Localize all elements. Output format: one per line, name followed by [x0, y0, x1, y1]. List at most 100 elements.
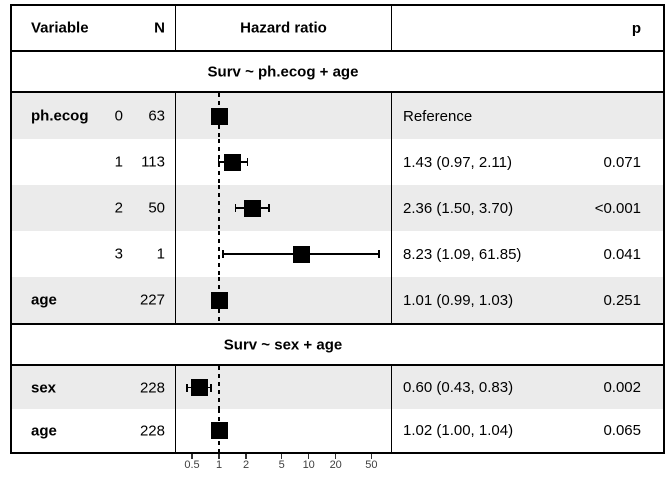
model-formula: Surv ~ ph.ecog + age [207, 63, 359, 80]
estimate-text: 0.60 (0.43, 0.83) [403, 379, 514, 396]
reference-line [218, 231, 220, 277]
axis-tick-mark [245, 454, 247, 459]
n-value: 63 [148, 107, 165, 125]
estimate-text: 1.02 (1.00, 1.04) [403, 422, 514, 439]
hr-marker [292, 245, 310, 263]
p-value: 0.065 [603, 422, 641, 439]
hr-marker [243, 199, 261, 217]
model-formula-row: Surv ~ sex + age [12, 323, 663, 366]
table-row: ph.ecog 0 63 Reference [12, 93, 663, 139]
axis-tick-label: 0.5 [184, 459, 200, 471]
ci-cap-low [222, 250, 224, 258]
table-row: sex 228 0.60 (0.43, 0.83) 0.002 [12, 366, 663, 409]
cell-variable-n: ph.ecog 0 63 [12, 93, 176, 139]
axis-tick-label: 10 [302, 459, 315, 471]
axis-tick-mark [191, 454, 193, 459]
cell-forest-plot [176, 366, 392, 409]
axis-tick-mark [334, 454, 337, 459]
estimate-text: 8.23 (1.09, 61.85) [403, 245, 522, 263]
axis-tick-label: 50 [365, 459, 378, 471]
table-body: Surv ~ ph.ecog + age ph.ecog 0 63 Refere… [12, 50, 663, 452]
ci-cap-low [217, 158, 220, 166]
ci-cap-high [246, 158, 249, 166]
table-row: age 227 1.01 (0.99, 1.03) 0.251 [12, 277, 663, 323]
cell-variable-n: 3 1 [12, 231, 176, 277]
cell-forest-plot [176, 93, 392, 139]
axis-tick-label: 5 [278, 459, 285, 471]
p-value: 0.251 [603, 291, 641, 309]
variable-name: age [31, 291, 57, 309]
estimate-text: Reference [403, 107, 473, 125]
estimate-text: 1.43 (0.97, 2.11) [403, 153, 512, 171]
cell-forest-plot [176, 231, 392, 277]
axis-tick-label: 2 [242, 459, 250, 471]
ci-cap-high [378, 250, 380, 258]
ci-cap-high [268, 204, 270, 212]
axis-tick-mark [307, 454, 310, 459]
cell-forest-plot [176, 185, 392, 231]
p-value: 0.041 [603, 245, 641, 263]
n-value: 227 [139, 291, 165, 309]
estimate-text: 1.01 (0.99, 1.03) [403, 291, 514, 309]
model-formula: Surv ~ sex + age [223, 336, 343, 353]
reference-line [218, 366, 220, 409]
cell-estimate-p: 1.01 (0.99, 1.03) 0.251 [392, 277, 663, 323]
axis-tick-mark [370, 454, 373, 459]
variable-name: age [31, 422, 57, 439]
n-value: 1 [156, 245, 165, 263]
cell-variable-n: 1 113 [12, 139, 176, 185]
table-header-row: Variable N Hazard ratio p [12, 6, 663, 50]
ci-cap-low [234, 204, 237, 212]
variable-level: 3 [114, 245, 123, 263]
p-value: 0.002 [603, 379, 641, 396]
cell-estimate-p: 1.02 (1.00, 1.04) 0.065 [392, 409, 663, 452]
variable-level: 0 [114, 107, 123, 125]
axis-tick-mark [218, 454, 220, 459]
column-header-p: p [631, 19, 641, 37]
estimate-text: 2.36 (1.50, 3.70) [403, 199, 514, 217]
variable-level: 2 [114, 199, 123, 217]
cell-estimate-p: Reference [392, 93, 663, 139]
n-value: 228 [139, 379, 165, 396]
cell-variable-n: age 227 [12, 277, 176, 323]
cell-estimate-p: 8.23 (1.09, 61.85) 0.041 [392, 231, 663, 277]
ci-cap-low [186, 383, 188, 392]
table-row: 1 113 1.43 (0.97, 2.11) 0.071 [12, 139, 663, 185]
table-row: age 228 1.02 (1.00, 1.04) 0.065 [12, 409, 663, 452]
cell-variable-n: age 228 [12, 409, 176, 452]
cell-variable-n: sex 228 [12, 366, 176, 409]
n-value: 113 [141, 153, 165, 171]
hr-marker [210, 291, 228, 309]
model-formula-row: Surv ~ ph.ecog + age [12, 50, 663, 93]
variable-level: 1 [114, 153, 123, 171]
header-cell-hazard-ratio: Hazard ratio [176, 6, 392, 50]
column-header-hazard-ratio: Hazard ratio [240, 19, 327, 37]
cell-estimate-p: 0.60 (0.43, 0.83) 0.002 [392, 366, 663, 409]
p-value: 0.071 [603, 153, 641, 171]
cell-estimate-p: 2.36 (1.50, 3.70) <0.001 [392, 185, 663, 231]
hr-marker [190, 379, 208, 396]
forest-table: Variable N Hazard ratio p Surv ~ ph.ecog… [10, 4, 665, 454]
cell-estimate-p: 1.43 (0.97, 2.11) 0.071 [392, 139, 663, 185]
n-value: 228 [139, 422, 165, 439]
cell-forest-plot [176, 409, 392, 452]
column-header-variable: Variable [31, 19, 89, 37]
ci-cap-high [210, 383, 212, 392]
n-value: 50 [148, 199, 165, 217]
hr-marker [210, 107, 228, 125]
cell-variable-n: 2 50 [12, 185, 176, 231]
header-cell-p: p [392, 6, 663, 50]
variable-name: sex [31, 379, 57, 396]
variable-name: ph.ecog [31, 107, 89, 125]
cell-forest-plot [176, 139, 392, 185]
reference-line [218, 185, 220, 231]
axis-tick-label: 1 [215, 459, 223, 471]
p-value: <0.001 [594, 199, 641, 217]
hr-marker [224, 153, 242, 171]
cell-forest-plot [176, 277, 392, 323]
column-header-n: N [154, 19, 165, 37]
table-row: 2 50 2.36 (1.50, 3.70) <0.001 [12, 185, 663, 231]
hr-marker [211, 422, 229, 439]
axis-tick-label: 20 [329, 459, 342, 471]
table-row: 3 1 8.23 (1.09, 61.85) 0.041 [12, 231, 663, 277]
